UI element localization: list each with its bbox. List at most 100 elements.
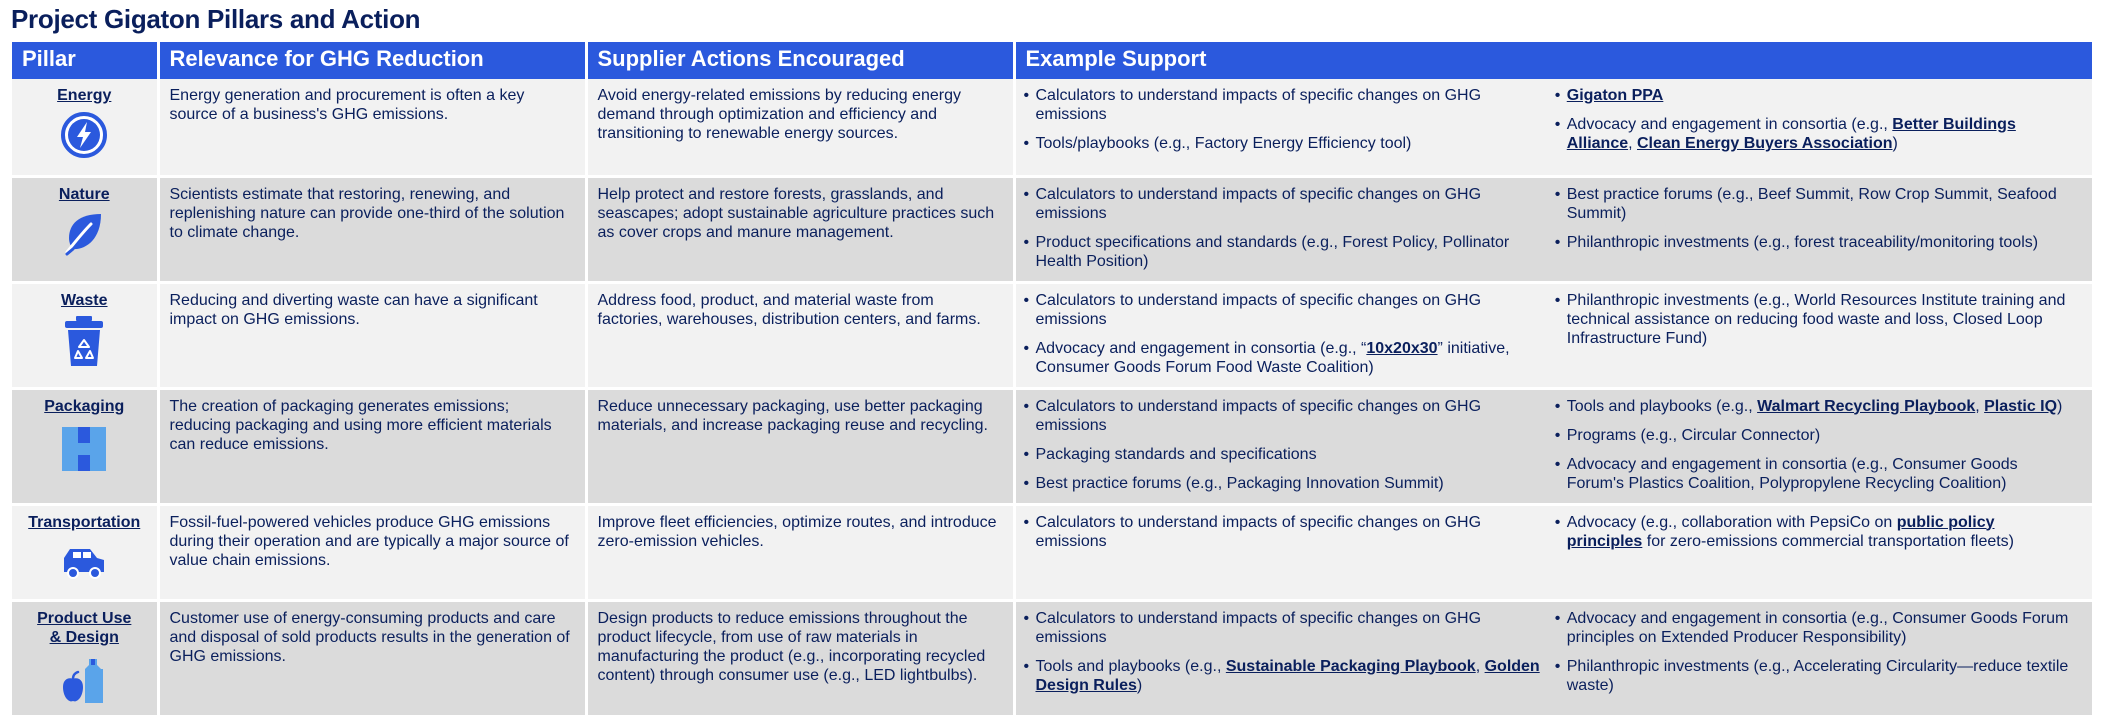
pillar-cell: Packaging [12,388,160,506]
support-link[interactable]: Gigaton PPA [1566,87,1664,104]
support-text: Tools and playbooks (e.g., [1566,397,1758,415]
support-link[interactable]: Clean Energy Buyers Association [1637,135,1893,152]
support-item: Philanthropic investments (e.g., forest … [1555,233,2074,252]
support-item: Product specifications and standards (e.… [1024,233,1543,271]
support-item: Calculators to understand impacts of spe… [1024,513,1543,551]
support-item: Advocacy (e.g., collaboration with Pepsi… [1555,513,2074,551]
relevance-cell: Scientists estimate that restoring, rene… [158,176,588,284]
support-item: Tools and playbooks (e.g., Walmart Recyc… [1555,397,2074,416]
support-list-left: Calculators to understand impacts of spe… [1024,291,1543,377]
relevance-cell: Fossil-fuel-powered vehicles produce GHG… [158,504,588,602]
support-item: Advocacy and engagement in consortia (e.… [1555,609,2074,647]
support-text: Programs (e.g., Circular Connector) [1566,426,1821,444]
support-list-right: Tools and playbooks (e.g., Walmart Recyc… [1555,397,2074,493]
support-cell: Calculators to understand impacts of spe… [1014,282,2092,390]
header-relevance: Relevance for GHG Reduction [158,42,588,79]
vehicle-icon [64,548,105,579]
support-text: Packaging standards and specifications [1035,445,1317,463]
support-text: Philanthropic investments (e.g., World R… [1566,291,2066,347]
support-list-right: Advocacy (e.g., collaboration with Pepsi… [1555,513,2074,551]
table-row: Energy Energy generation and procurement… [12,79,2092,178]
support-item: Programs (e.g., Circular Connector) [1555,426,2074,445]
support-item: Advocacy and engagement in consortia (e.… [1024,339,1543,377]
support-item: Philanthropic investments (e.g., Acceler… [1555,657,2074,695]
support-cell: Calculators to understand impacts of spe… [1014,504,2092,602]
table-header-row: Pillar Relevance for GHG Reduction Suppl… [12,42,2092,79]
support-text: Product specifications and standards (e.… [1035,233,1510,270]
table-row: Transportation Fossil-fuel-powered vehic… [12,504,2092,602]
pillar-name-product-use-design[interactable]: Product Use & Design [37,609,132,646]
pillar-cell: Product Use & Design [12,600,160,718]
support-list-left: Calculators to understand impacts of spe… [1024,185,1543,271]
support-item: Advocacy and engagement in consortia (e.… [1555,455,2074,493]
support-text: Calculators to understand impacts of spe… [1035,291,1482,328]
support-list-right: Gigaton PPA Advocacy and engagement in co… [1555,86,2074,153]
support-item: Calculators to understand impacts of spe… [1024,185,1543,223]
table-row: Packaging The creation of packaging gene… [12,388,2092,506]
pillar-name-transportation[interactable]: Transportation [28,513,141,531]
support-text: ) [1892,135,1898,152]
pillar-cell: Nature [12,176,160,284]
actions-cell: Reduce unnecessary packaging, use better… [586,388,1016,506]
relevance-cell: Reducing and diverting waste can have a … [158,282,588,390]
support-link[interactable]: Plastic IQ [1984,397,2058,415]
support-item: Calculators to understand impacts of spe… [1024,86,1543,124]
support-text: for zero-emissions commercial transporta… [1642,532,2015,550]
support-item: Calculators to understand impacts of spe… [1024,397,1543,435]
support-text: Tools and playbooks (e.g., [1035,657,1226,675]
actions-cell: Help protect and restore forests, grassl… [586,176,1016,284]
pillar-cell: Energy [12,79,160,178]
support-item: Best practice forums (e.g., Packaging In… [1024,474,1543,493]
recycling-bin-icon [65,315,104,366]
support-cell: Calculators to understand impacts of spe… [1014,600,2092,718]
table-row: Nature Scientists estimate that restorin… [12,176,2092,284]
support-text: , [1628,135,1637,152]
table-row: Product Use & Design Customer use of ene… [12,600,2092,718]
support-item: Advocacy and engagement in consortia (e.… [1555,115,2074,153]
pillar-cell: Waste [12,282,160,390]
pillars-table: Pillar Relevance for GHG Reduction Suppl… [12,42,2092,718]
support-text: Advocacy (e.g., collaboration with Pepsi… [1566,513,1897,531]
page-title: Project Gigaton Pillars and Action [11,4,421,34]
support-list-right: Philanthropic investments (e.g., World R… [1555,291,2074,348]
header-actions: Supplier Actions Encouraged [586,42,1016,79]
package-box-icon [62,426,107,471]
support-list-left: Calculators to understand impacts of spe… [1024,86,1543,153]
support-text: Calculators to understand impacts of spe… [1035,185,1482,222]
support-link[interactable]: Better Buildings Alliance [1566,116,2016,152]
leaf-icon [65,213,102,255]
support-text: Advocacy and engagement in consortia (e.… [1566,116,1893,133]
support-text: Advocacy and engagement in consortia (e.… [1566,455,2018,492]
support-item: Gigaton PPA [1555,86,2074,105]
support-text: Calculators to understand impacts of spe… [1035,513,1482,550]
support-list-left: Calculators to understand impacts of spe… [1024,609,1543,695]
pillar-name-packaging[interactable]: Packaging [44,397,125,415]
support-cell: Calculators to understand impacts of spe… [1014,79,2092,178]
support-list-left: Calculators to understand impacts of spe… [1024,513,1543,551]
pillar-name-nature[interactable]: Nature [58,185,110,203]
support-text: Philanthropic investments (e.g., Acceler… [1566,657,2069,694]
support-link[interactable]: Walmart Recycling Playbook [1757,397,1976,415]
support-item: Calculators to understand impacts of spe… [1024,291,1543,329]
relevance-cell: Energy generation and procurement is oft… [158,79,588,178]
support-text: ” initiative, Consumer Goods Forum Food … [1035,339,1510,376]
support-link[interactable]: public policy principles [1566,513,1995,550]
actions-cell: Address food, product, and material wast… [586,282,1016,390]
actions-cell: Design products to reduce emissions thro… [586,600,1016,718]
support-link[interactable]: Golden Design Rules [1035,657,1540,694]
support-text: , [1475,657,1485,675]
support-cell: Calculators to understand impacts of spe… [1014,176,2092,284]
support-link[interactable]: Sustainable Packaging Playbook [1225,657,1476,675]
support-item: Tools/playbooks (e.g., Factory Energy Ef… [1024,134,1543,153]
pillar-name-waste[interactable]: Waste [60,291,108,309]
support-text: Best practice forums (e.g., Beef Summit,… [1566,185,2057,222]
support-text: Calculators to understand impacts of spe… [1035,609,1482,646]
support-cell: Calculators to understand impacts of spe… [1014,388,2092,506]
support-link[interactable]: 10x20x30 [1366,339,1438,357]
pillar-name-energy[interactable]: Energy [57,87,112,104]
support-text: Advocacy and engagement in consortia (e.… [1566,609,2069,646]
support-item: Tools and playbooks (e.g., Sustainable P… [1024,657,1543,695]
support-text: Calculators to understand impacts of spe… [1035,397,1482,434]
relevance-cell: The creation of packaging generates emis… [158,388,588,506]
actions-cell: Avoid energy-related emissions by reduci… [586,79,1016,178]
